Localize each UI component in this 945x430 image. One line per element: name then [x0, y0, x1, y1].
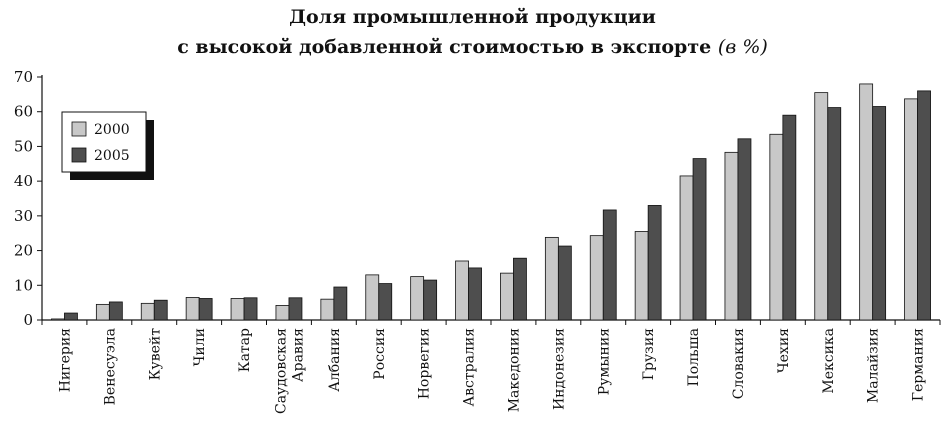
y-tick-label: 0 — [23, 311, 33, 329]
x-category-label: Чили — [192, 328, 208, 366]
x-category-label: Словакия — [731, 328, 747, 399]
bar-2000 — [230, 298, 245, 321]
x-category-label: Румыния — [596, 328, 612, 395]
bar-2000 — [634, 231, 649, 321]
bar-2005 — [423, 279, 438, 321]
chart-title-line2: с высокой добавленной стоимостью в экспо… — [0, 36, 945, 58]
chart-title-line1: Доля промышленной продукции — [289, 6, 656, 28]
bar-2005 — [737, 138, 752, 321]
legend-swatch — [71, 121, 87, 137]
x-category-label: Грузия — [641, 328, 657, 380]
bar-2005 — [602, 209, 617, 321]
x-category-label: Албания — [327, 328, 343, 392]
bar-2005 — [468, 267, 482, 321]
x-category-label: Мексика — [821, 328, 837, 394]
x-category-label: Кувейт — [147, 328, 163, 381]
x-category-label: Индонезия — [551, 328, 567, 410]
x-category-label: Македония — [506, 328, 522, 412]
legend-label: 2000 — [94, 122, 130, 138]
y-tick-label: 60 — [14, 103, 33, 121]
y-tick-label: 30 — [14, 207, 33, 225]
bar-2005 — [872, 106, 887, 321]
bar-2000 — [814, 92, 829, 321]
x-category-label: Норвегия — [417, 328, 433, 399]
x-category-label: Катар — [237, 328, 253, 372]
bar-2005 — [333, 286, 348, 321]
bar-2005 — [64, 312, 78, 321]
x-category-label: Австралия — [462, 328, 478, 407]
bar-2000 — [410, 276, 425, 321]
bar-2005 — [917, 90, 931, 321]
bar-2005 — [782, 114, 797, 321]
x-category-label: Россия — [372, 328, 388, 380]
bar-2000 — [904, 98, 918, 321]
x-category-label: Венесуэла — [102, 328, 118, 405]
bar-2000 — [544, 236, 559, 321]
bar-2000 — [365, 274, 380, 321]
bar-2005 — [108, 301, 123, 321]
bar-2005 — [827, 107, 842, 321]
bar-2000 — [859, 83, 874, 321]
bar-2000 — [320, 298, 335, 321]
chart-title-unit: (в %) — [717, 36, 768, 58]
bar-2000 — [455, 260, 469, 321]
bar-2005 — [647, 205, 662, 321]
chart-title-line2-text: с высокой добавленной стоимостью в экспо… — [177, 36, 712, 58]
y-tick-label: 70 — [14, 68, 33, 86]
bar-2005 — [288, 297, 303, 321]
bar-2005 — [153, 299, 168, 321]
y-tick-label: 40 — [14, 172, 33, 190]
bar-2000 — [275, 305, 290, 321]
x-category-label: Польша — [686, 328, 702, 387]
x-category-label: Нигерия — [57, 328, 73, 392]
bar-2000 — [51, 318, 65, 321]
legend-swatch — [71, 147, 87, 163]
y-tick-label: 10 — [14, 276, 33, 294]
x-category-label: Аравия — [290, 328, 306, 382]
bar-2000 — [679, 175, 694, 321]
bar-2005 — [378, 283, 393, 321]
bar-2000 — [500, 272, 514, 321]
y-tick-label: 50 — [14, 137, 33, 155]
bar-2005 — [198, 298, 213, 321]
bar-2005 — [513, 257, 527, 321]
x-category-label: Чехия — [776, 328, 792, 373]
bar-2005 — [692, 158, 707, 321]
bar-2000 — [185, 297, 200, 321]
bar-2000 — [724, 151, 739, 321]
x-category-label: Малайзия — [866, 328, 882, 403]
x-category-label: Германия — [911, 328, 927, 401]
bar-2000 — [95, 303, 110, 321]
bar-2005 — [243, 297, 258, 321]
bar-2000 — [769, 133, 784, 321]
y-tick-label: 20 — [14, 242, 33, 260]
x-category-label: Саудовская — [273, 328, 289, 414]
legend-label: 2005 — [94, 148, 130, 164]
bar-2000 — [140, 302, 155, 321]
bar-2000 — [589, 235, 604, 321]
bar-2005 — [557, 245, 572, 321]
